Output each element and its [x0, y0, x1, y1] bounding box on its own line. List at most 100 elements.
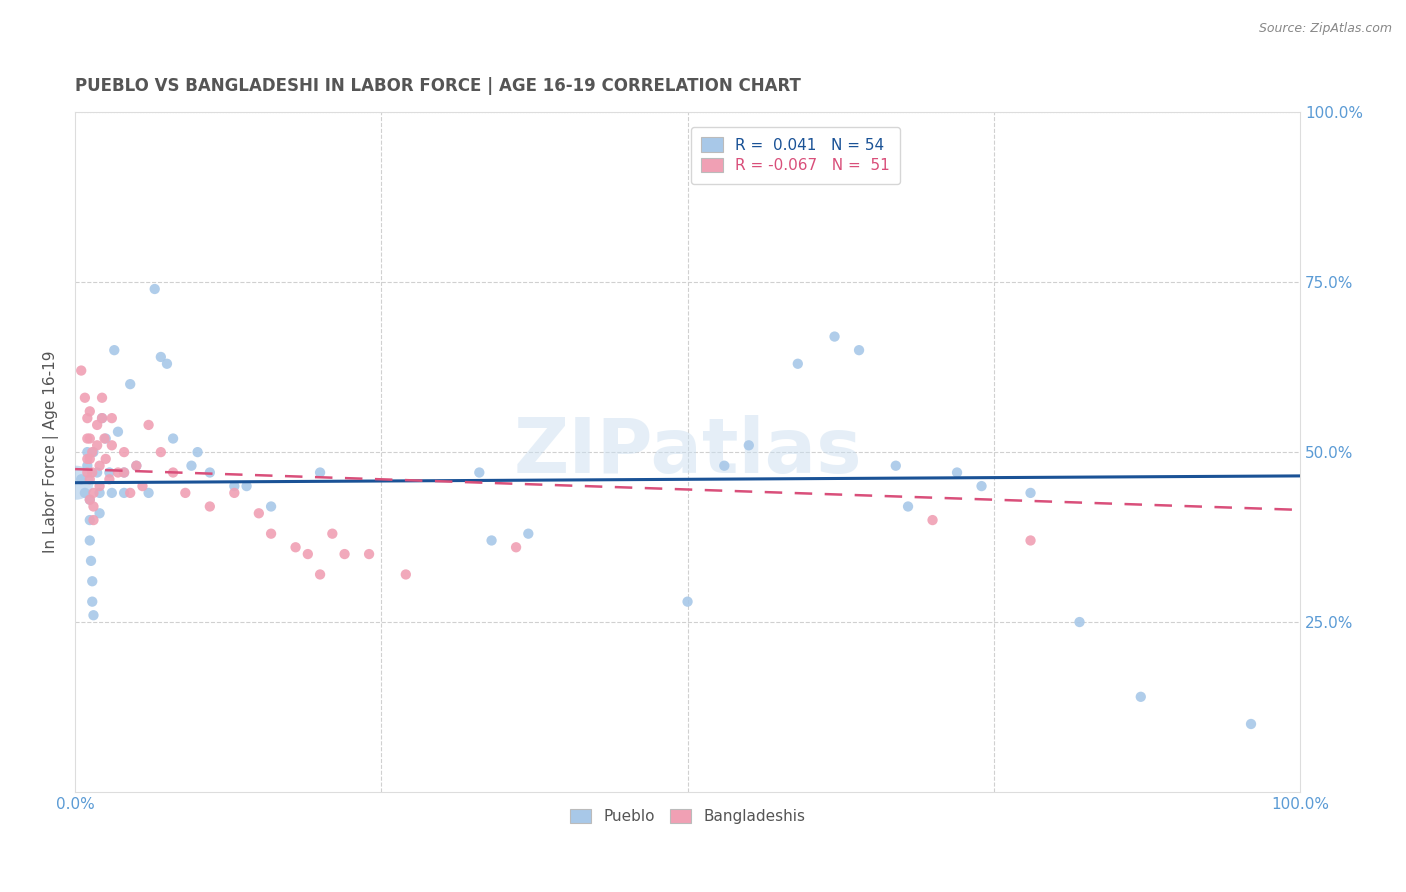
Point: [505, 541, 527, 555]
Point: [224, 479, 246, 493]
Point: [676, 594, 699, 608]
Point: [79, 472, 101, 486]
Point: [138, 486, 160, 500]
Point: [82, 574, 104, 589]
Text: Source: ZipAtlas.com: Source: ZipAtlas.com: [1258, 22, 1392, 36]
Point: [1069, 615, 1091, 629]
Point: [1240, 717, 1263, 731]
Point: [79, 492, 101, 507]
Point: [260, 526, 283, 541]
Point: [101, 411, 124, 425]
Point: [82, 466, 104, 480]
Point: [921, 513, 943, 527]
Point: [198, 466, 221, 480]
Point: [76, 445, 98, 459]
Point: [76, 458, 98, 473]
Point: [198, 500, 221, 514]
Point: [321, 526, 343, 541]
Point: [786, 357, 808, 371]
Point: [174, 486, 197, 500]
Point: [149, 350, 172, 364]
Point: [138, 417, 160, 432]
Point: [86, 417, 108, 432]
Point: [73, 391, 96, 405]
Point: [309, 466, 332, 480]
Point: [98, 466, 121, 480]
Point: [517, 526, 540, 541]
Point: [82, 513, 104, 527]
Point: [131, 479, 153, 493]
Point: [70, 363, 93, 377]
Point: [180, 458, 202, 473]
Point: [481, 533, 503, 548]
Y-axis label: In Labor Force | Age 16-19: In Labor Force | Age 16-19: [44, 351, 59, 553]
Point: [946, 466, 969, 480]
Point: [125, 458, 148, 473]
Point: [247, 506, 270, 520]
Point: [333, 547, 356, 561]
Point: [82, 486, 104, 500]
Point: [91, 391, 114, 405]
Point: [93, 432, 115, 446]
Point: [91, 411, 114, 425]
Point: [112, 466, 135, 480]
Point: [162, 432, 184, 446]
Point: [120, 377, 142, 392]
Point: [897, 500, 920, 514]
Point: [357, 547, 380, 561]
Point: [848, 343, 870, 358]
Point: [713, 458, 735, 473]
Point: [309, 567, 332, 582]
Point: [79, 513, 101, 527]
Point: [89, 479, 111, 493]
Point: [65, 475, 87, 490]
Point: [103, 343, 125, 358]
Point: [76, 432, 98, 446]
Point: [120, 486, 142, 500]
Point: [79, 404, 101, 418]
Point: [82, 500, 104, 514]
Point: [738, 438, 761, 452]
Point: [224, 486, 246, 500]
Point: [76, 466, 98, 480]
Point: [94, 432, 117, 446]
Point: [1019, 533, 1042, 548]
Point: [107, 466, 129, 480]
Point: [79, 492, 101, 507]
Point: [162, 466, 184, 480]
Point: [112, 486, 135, 500]
Point: [107, 425, 129, 439]
Point: [970, 479, 993, 493]
Point: [79, 432, 101, 446]
Point: [284, 541, 307, 555]
Point: [82, 608, 104, 623]
Legend: Pueblo, Bangladeshis: Pueblo, Bangladeshis: [562, 801, 813, 832]
Text: PUEBLO VS BANGLADESHI IN LABOR FORCE | AGE 16-19 CORRELATION CHART: PUEBLO VS BANGLADESHI IN LABOR FORCE | A…: [75, 78, 801, 95]
Point: [70, 472, 93, 486]
Point: [79, 533, 101, 548]
Point: [98, 472, 121, 486]
Point: [80, 554, 103, 568]
Point: [112, 445, 135, 459]
Point: [468, 466, 491, 480]
Point: [76, 451, 98, 466]
Point: [73, 486, 96, 500]
Point: [1129, 690, 1152, 704]
Point: [82, 445, 104, 459]
Point: [89, 486, 111, 500]
Point: [187, 445, 209, 459]
Point: [91, 411, 114, 425]
Point: [884, 458, 907, 473]
Point: [297, 547, 319, 561]
Point: [143, 282, 166, 296]
Point: [101, 438, 124, 452]
Point: [149, 445, 172, 459]
Point: [112, 466, 135, 480]
Point: [1019, 486, 1042, 500]
Point: [395, 567, 418, 582]
Point: [125, 458, 148, 473]
Text: ZIPatlas: ZIPatlas: [513, 415, 862, 489]
Point: [824, 329, 846, 343]
Point: [235, 479, 257, 493]
Point: [82, 445, 104, 459]
